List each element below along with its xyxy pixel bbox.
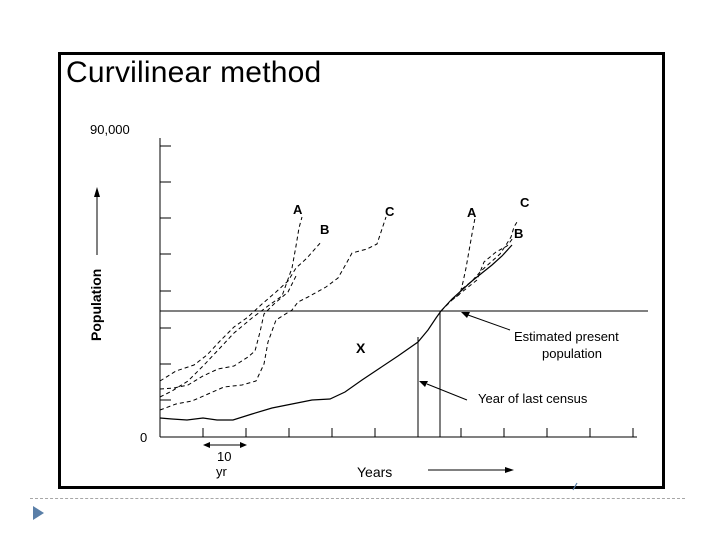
city-x-curve (159, 244, 513, 421)
triangle-bullet-icon (33, 506, 44, 520)
curve-left-b (159, 240, 323, 382)
origin-label: 0 (140, 430, 147, 445)
census-label: Year of last census (478, 391, 588, 406)
label-left-b: B (320, 222, 329, 237)
stray-mark (572, 482, 578, 491)
curve-left-a (159, 216, 303, 398)
curve-right-c (461, 221, 518, 290)
x-label-arrow-head (505, 467, 514, 473)
interval-value: 10 (217, 449, 231, 464)
x-axis-title: Years (357, 464, 392, 480)
slide-title: Curvilinear method (66, 56, 322, 89)
label-city-x: X (356, 340, 366, 356)
curve-left-d (159, 275, 297, 390)
curve-right-a (440, 217, 476, 312)
label-right-c: C (520, 195, 530, 210)
estimate-pointer-head (461, 312, 470, 318)
slide-frame (58, 52, 665, 489)
y-max-label: 90,000 (90, 122, 130, 137)
interval-unit: yr (216, 464, 228, 479)
y-axis-title: Population (88, 269, 104, 341)
census-pointer (426, 383, 468, 401)
y-ticks (160, 145, 171, 401)
label-left-c: C (385, 204, 395, 219)
label-left-a: A (293, 202, 303, 217)
y-label-arrow-head (94, 187, 100, 197)
estimate-label-line1: Estimated present (514, 329, 619, 344)
footer-divider (30, 498, 685, 499)
label-right-a: A (467, 205, 477, 220)
interval-arrow-head-left (203, 442, 210, 448)
estimate-label-line2: population (542, 346, 602, 361)
estimate-pointer (467, 314, 511, 331)
curve-left-c (159, 216, 387, 411)
label-right-b: B (514, 226, 523, 241)
curve-right-b (451, 237, 514, 301)
interval-arrow-head-right (240, 442, 247, 448)
axes (159, 138, 637, 438)
census-pointer-head (419, 381, 428, 387)
